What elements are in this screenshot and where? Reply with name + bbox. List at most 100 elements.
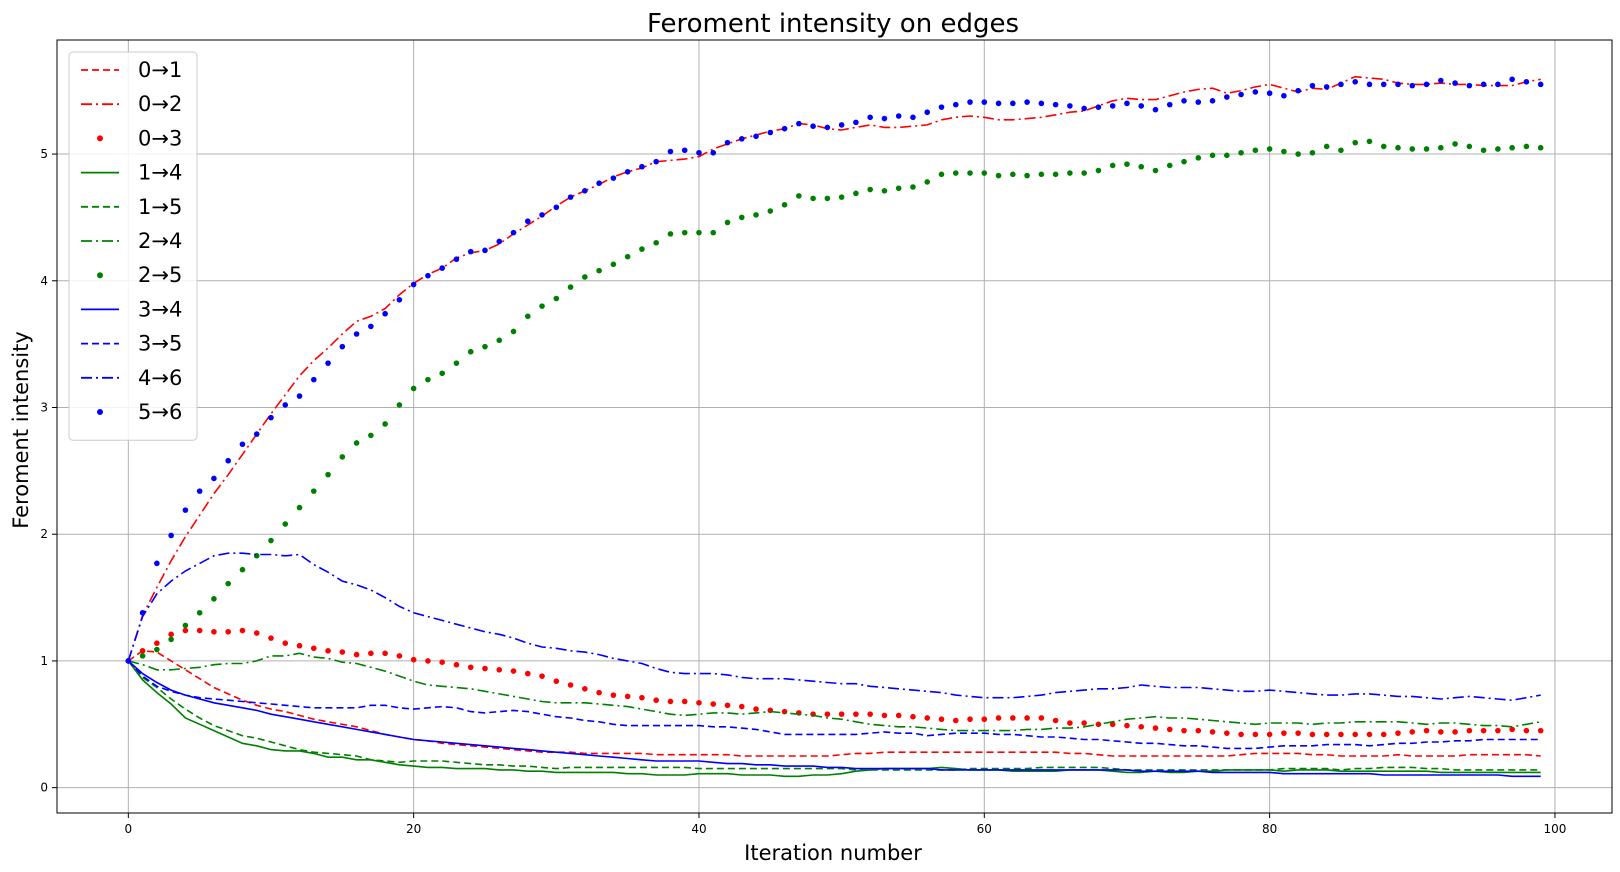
data-point (211, 628, 217, 635)
data-point (510, 668, 517, 674)
data-point (482, 343, 488, 350)
data-point (225, 628, 231, 635)
data-point (610, 175, 617, 181)
data-point (1395, 730, 1401, 736)
data-point (1109, 721, 1116, 728)
data-point (453, 661, 460, 668)
data-point (1495, 727, 1501, 734)
plot-frame (56, 39, 1613, 814)
data-point (938, 171, 945, 178)
data-point (496, 667, 503, 673)
data-point (196, 627, 203, 634)
data-point (1537, 727, 1544, 734)
data-point (938, 104, 945, 110)
data-point (910, 713, 916, 720)
data-point (667, 231, 674, 237)
series-10 (125, 76, 1544, 664)
data-point (382, 650, 388, 657)
data-point (1095, 167, 1102, 174)
data-point (396, 653, 403, 659)
x-axis-title: Iteration number (744, 841, 922, 865)
data-point (1024, 715, 1030, 721)
data-point (582, 274, 588, 280)
data-point (239, 566, 246, 573)
data-point (881, 712, 888, 719)
series-7 (127, 660, 1541, 778)
data-point (524, 218, 531, 225)
data-point (1067, 170, 1073, 176)
x-tick-label: 40 (691, 822, 706, 836)
data-point (924, 109, 931, 116)
legend-label: 2→5 (138, 263, 182, 287)
data-point (1038, 100, 1045, 107)
data-point (310, 488, 317, 494)
series-line (127, 552, 1541, 702)
data-point (211, 475, 217, 482)
legend-item: 0→2 (81, 92, 182, 116)
data-point (738, 214, 745, 221)
data-point (781, 201, 788, 208)
data-point (1166, 162, 1173, 169)
legend-label: 5→6 (138, 400, 182, 424)
data-point (1281, 148, 1287, 155)
y-axis-ticks: 0 1 2 3 4 5 (40, 147, 57, 795)
data-point (1081, 720, 1087, 726)
series-9 (127, 552, 1541, 702)
data-point (995, 172, 1002, 179)
data-point (767, 208, 774, 214)
series-0 (127, 649, 1541, 757)
series-6 (125, 138, 1544, 664)
data-point (168, 532, 174, 539)
y-tick-label: 3 (40, 400, 48, 414)
data-point (410, 385, 417, 392)
data-point (1323, 143, 1330, 150)
data-point (125, 658, 132, 664)
data-point (1338, 147, 1344, 154)
y-tick-label: 0 (40, 781, 48, 795)
legend-label: 1→4 (138, 161, 182, 185)
data-point (1252, 147, 1259, 154)
data-point (1480, 727, 1487, 734)
data-point (667, 148, 674, 155)
data-point (681, 147, 688, 154)
data-point (296, 504, 303, 511)
data-point (1152, 167, 1159, 174)
data-point (1352, 79, 1359, 85)
data-point (1509, 144, 1515, 151)
data-point (967, 716, 973, 723)
legend-item: 3→4 (81, 297, 182, 321)
data-point (225, 580, 231, 587)
data-point (1352, 731, 1359, 738)
data-point (339, 343, 346, 350)
data-point (1209, 729, 1216, 735)
data-point (1109, 162, 1116, 169)
y-tick-label: 2 (40, 527, 48, 541)
data-point (596, 267, 602, 274)
data-point (1124, 722, 1130, 729)
data-point (139, 609, 146, 616)
series-8 (127, 660, 1541, 750)
legend-item: 2→5 (97, 263, 182, 287)
legend-item: 0→1 (81, 58, 182, 82)
data-point (524, 313, 531, 320)
data-point (967, 170, 973, 176)
data-point (867, 711, 873, 717)
data-point (838, 711, 845, 717)
data-point (539, 212, 545, 218)
data-point (582, 686, 588, 692)
data-point (895, 113, 902, 119)
data-point (310, 376, 317, 383)
legend-item: 2→4 (81, 229, 182, 253)
data-point (1438, 77, 1444, 84)
data-point (439, 265, 445, 271)
x-axis-ticks: 0 20 40 60 80 100 (125, 813, 1566, 836)
legend: 0→1 0→2 0→3 1→4 1→5 2→4 2→5 3→4 3→5 4→6 5→6 (68, 51, 198, 441)
data-point (738, 136, 745, 142)
data-point (1266, 731, 1273, 738)
data-point (296, 393, 303, 399)
data-point (867, 186, 873, 193)
data-point (1195, 727, 1202, 734)
data-point (653, 158, 659, 165)
data-point (253, 630, 260, 636)
